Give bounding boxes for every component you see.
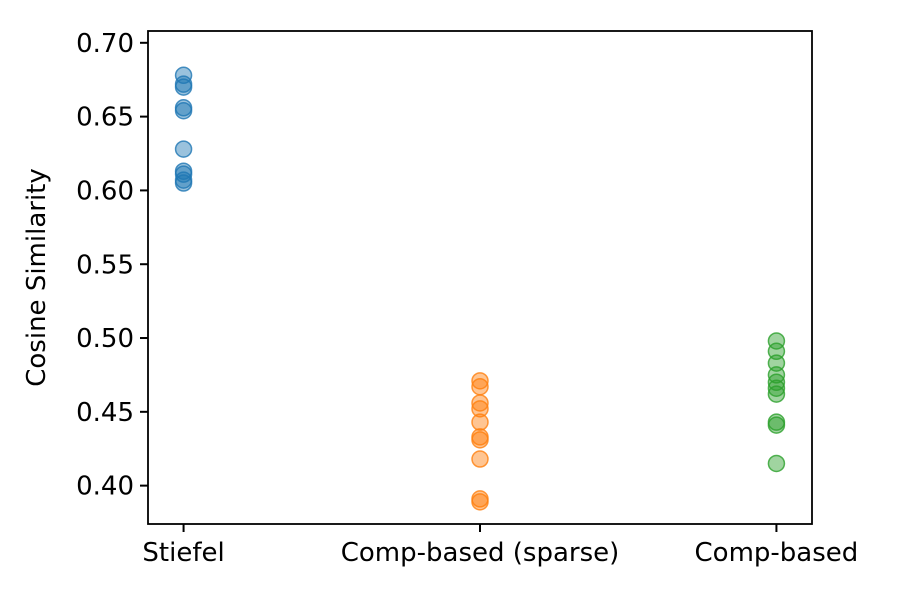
data-point [471,377,489,396]
data-point [767,342,786,361]
data-point [471,413,489,431]
y-tick-label: 0.55 [76,250,134,280]
data-point [174,165,193,183]
data-point [767,354,786,372]
y-tick-label: 0.50 [76,324,134,354]
y-axis-label: Cosine Similarity [22,168,52,387]
x-tick-label: Comp-based (sparse) [341,538,620,568]
plot-border [147,30,813,525]
data-point [471,400,489,418]
y-tick-label: 0.45 [76,398,134,428]
data-point [471,394,489,412]
data-point [174,174,193,192]
y-tick-label: 0.70 [76,29,134,59]
y-tick-label: 0.65 [76,103,134,133]
data-point [174,101,193,120]
data-point [767,454,786,473]
data-point [471,431,489,449]
data-point [767,385,786,403]
data-point [471,372,489,390]
data-point [767,379,786,397]
data-point [471,450,489,468]
x-tick-label: Stiefel [142,538,224,568]
data-point [767,373,786,392]
y-tick-label: 0.40 [76,472,134,502]
data-point [174,78,193,96]
data-point [174,140,193,158]
axis-ticks: 0.40 0.45 0.50 0.55 0.60 0.65 0.70 Stiefel Comp-… [76,29,858,568]
data-point [174,66,193,85]
data-point [471,493,489,511]
y-tick-label: 0.60 [76,177,134,207]
x-tick-label: Comp-based [695,538,859,568]
data-point [767,416,786,434]
data-points [174,66,786,511]
